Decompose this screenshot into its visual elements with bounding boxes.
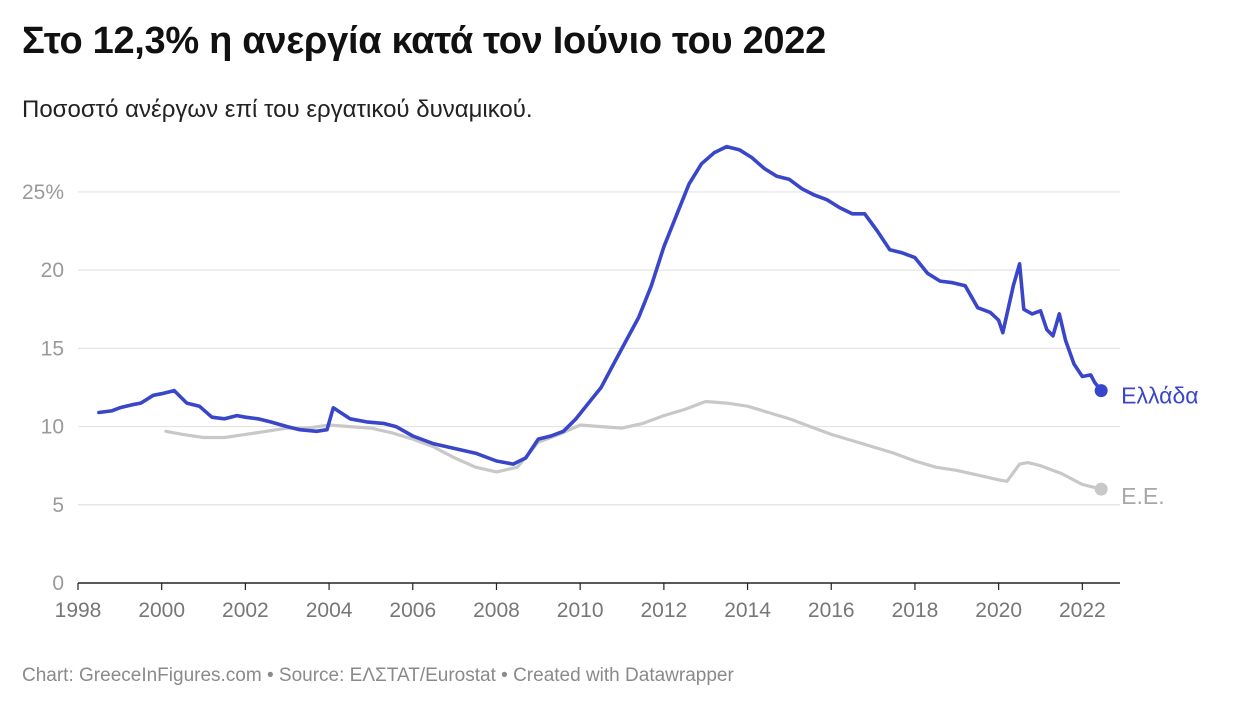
x-tick-label-2000: 2000 <box>138 599 185 622</box>
y-tick-label-10: 10 <box>41 416 64 439</box>
x-tick-label-2008: 2008 <box>473 599 520 622</box>
series-line-eu <box>164 399 1103 491</box>
x-tick-label-2018: 2018 <box>892 599 939 622</box>
page-subtitle: Ποσοστό ανέργων επί του εργατικού δυναμι… <box>22 96 533 123</box>
x-tick-label-2010: 2010 <box>557 599 604 622</box>
x-tick-label-2006: 2006 <box>389 599 436 622</box>
y-tick-label-15: 15 <box>41 337 64 360</box>
y-tick-label-20: 20 <box>41 259 64 282</box>
y-tick-label-25: 25% <box>22 181 64 204</box>
x-tick-label-1998: 1998 <box>55 599 102 622</box>
x-tick-label-2004: 2004 <box>306 599 353 622</box>
x-tick-label-2012: 2012 <box>641 599 688 622</box>
x-tick-label-2022: 2022 <box>1059 599 1106 622</box>
series-end-dot-eu <box>1094 482 1108 496</box>
chart-footer: Chart: GreeceInFigures.com • Source: ΕΛΣ… <box>22 665 734 686</box>
series-line-greece <box>97 144 1103 466</box>
page-title: Στο 12,3% η ανεργία κατά τον Ιούνιο του … <box>22 20 826 62</box>
x-tick-label-2016: 2016 <box>808 599 855 622</box>
x-tick-label-2002: 2002 <box>222 599 269 622</box>
y-axis-ticks: 0 5 10 15 20 25% <box>22 181 64 595</box>
series-lines <box>97 144 1103 491</box>
x-axis: 1998 2000 2002 2004 2006 2008 2010 2012 2014 2016… <box>55 582 1120 622</box>
series-end-labels: Ε.Ε. Ελλάδα <box>1094 383 1199 509</box>
series-label-greece: Ελλάδα <box>1121 383 1198 409</box>
x-tick-label-2014: 2014 <box>724 599 771 622</box>
x-tick-label-2020: 2020 <box>975 599 1022 622</box>
series-end-dot-greece <box>1094 384 1108 398</box>
series-label-eu: Ε.Ε. <box>1121 483 1164 509</box>
y-grid <box>78 191 1120 506</box>
y-tick-label-0: 0 <box>52 572 64 595</box>
y-tick-label-5: 5 <box>52 494 64 517</box>
